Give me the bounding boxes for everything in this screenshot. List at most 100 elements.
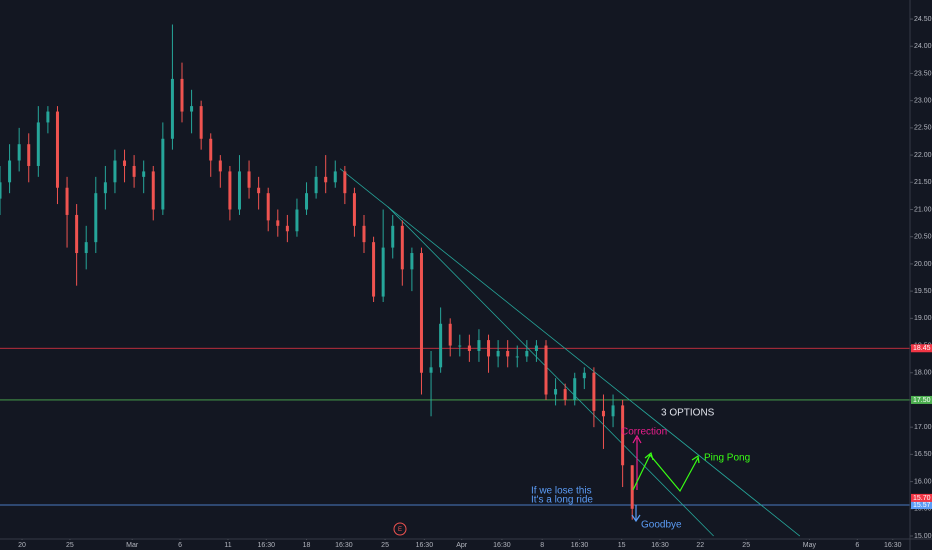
- y-tick-label: 23.50: [914, 70, 932, 77]
- x-tick-label: 16:30: [416, 542, 434, 549]
- x-tick-label: Apr: [456, 542, 468, 549]
- candle-body: [448, 323, 452, 346]
- candle-body: [36, 122, 40, 166]
- candle-body: [161, 138, 165, 210]
- candle-body: [266, 193, 270, 221]
- price-tag-label: 17.50: [913, 397, 931, 404]
- y-tick-label: 24.00: [914, 43, 932, 50]
- price-tag-label: 15.57: [913, 502, 931, 509]
- candle-body: [458, 345, 462, 347]
- candle-body: [103, 182, 107, 194]
- ping-pong-arrow: [632, 451, 700, 493]
- candle-body: [295, 209, 299, 232]
- x-tick-label: 25: [742, 542, 750, 549]
- goodbye-arrow: [631, 505, 641, 523]
- annotation: If we lose this: [531, 486, 592, 497]
- y-tick-label: 19.50: [914, 288, 932, 295]
- candle-body: [305, 193, 309, 210]
- candle-body: [237, 171, 241, 210]
- candle-body: [563, 389, 567, 400]
- candle-body: [209, 138, 213, 161]
- y-tick-label: 15.00: [914, 533, 932, 540]
- candle-body: [343, 171, 347, 194]
- candle-body: [534, 345, 538, 351]
- candle-body: [27, 144, 31, 166]
- candle-body: [592, 372, 596, 411]
- candle-body: [75, 214, 79, 254]
- candle-body: [218, 160, 222, 172]
- candle-body: [477, 340, 481, 351]
- x-tick-label: 11: [224, 542, 231, 549]
- earnings-badge: [393, 522, 407, 536]
- x-tick-label: 16:30: [884, 542, 902, 549]
- candle-body: [94, 193, 98, 243]
- y-tick-label: 22.00: [914, 152, 932, 159]
- annotation: Goodbye: [641, 520, 682, 531]
- candle-body: [573, 378, 577, 400]
- annotation: Ping Pong: [704, 453, 750, 464]
- trend-line: [339, 168, 801, 537]
- candle-body: [333, 171, 337, 183]
- y-tick-label: 17.00: [914, 424, 932, 431]
- candle-body: [65, 187, 69, 215]
- y-tick-label: 19.00: [914, 315, 932, 322]
- y-tick-label: 15.50: [914, 506, 932, 513]
- candle-body: [400, 225, 404, 270]
- annotation: It's a long ride: [531, 495, 593, 506]
- x-tick-label: 25: [381, 542, 389, 549]
- annotation: 3 OPTIONS: [661, 408, 715, 419]
- x-tick-label: 22: [696, 542, 704, 549]
- candle-body: [170, 78, 174, 139]
- x-tick-label: 6: [855, 542, 859, 549]
- y-tick-label: 21.00: [914, 206, 932, 213]
- candle-body: [352, 193, 356, 226]
- candle-body: [429, 367, 433, 373]
- candle-body: [257, 187, 261, 194]
- price-tag: [911, 344, 932, 353]
- candle-body: [190, 106, 194, 112]
- candle-body: [496, 350, 500, 357]
- x-tick-label: May: [803, 542, 817, 549]
- y-tick-label: 18.00: [914, 370, 932, 377]
- candle-body: [525, 350, 529, 357]
- y-tick-label: 20.00: [914, 261, 932, 268]
- price-axis: [910, 0, 932, 550]
- y-tick-label: 22.50: [914, 125, 932, 132]
- candle-body: [362, 225, 366, 243]
- candle-body: [601, 410, 605, 417]
- x-tick-label: 6: [178, 542, 182, 549]
- annotation: Correction: [621, 427, 667, 438]
- trend-line: [387, 206, 714, 537]
- candle-body: [372, 242, 376, 297]
- candle-body: [506, 350, 510, 357]
- x-tick-label: 16:30: [493, 542, 511, 549]
- candle-body: [410, 253, 414, 270]
- candle-body: [582, 372, 586, 379]
- price-tag: [911, 500, 932, 509]
- candle-body: [0, 182, 2, 199]
- candle-body: [611, 405, 615, 417]
- y-tick-label: 24.50: [914, 16, 932, 23]
- candle-body: [228, 171, 232, 210]
- candle-body: [55, 111, 59, 188]
- candle-body: [419, 253, 423, 373]
- candle-body: [8, 160, 12, 183]
- candle-body: [515, 356, 519, 358]
- candle-body: [467, 345, 471, 351]
- earnings-label: E: [398, 527, 402, 533]
- candle-body: [554, 389, 558, 395]
- candle-body: [314, 176, 318, 194]
- candle-body: [487, 340, 491, 357]
- candle-body: [199, 106, 203, 139]
- candle-body: [391, 225, 395, 248]
- x-tick-label: 8: [540, 542, 544, 549]
- candle-body: [113, 160, 117, 183]
- y-tick-label: 23.00: [914, 98, 932, 105]
- candle-body: [17, 144, 21, 161]
- candle-body: [132, 165, 136, 177]
- annotation-arrows: [393, 434, 700, 536]
- x-tick-label: 16:30: [651, 542, 669, 549]
- x-tick-label: 20: [18, 542, 26, 549]
